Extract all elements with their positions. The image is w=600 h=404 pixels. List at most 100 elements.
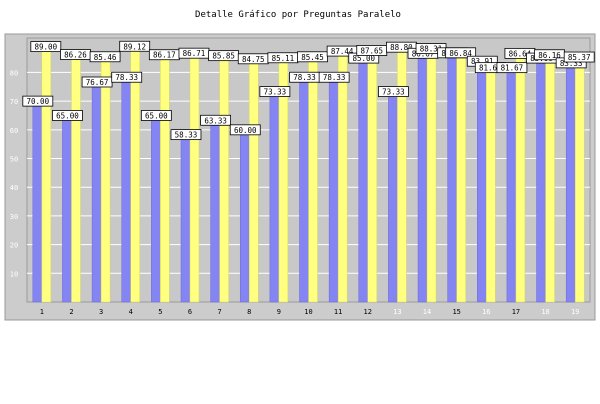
data-label-box: [140, 110, 172, 121]
bar: [160, 54, 170, 303]
bar: [71, 54, 81, 303]
bar: [388, 91, 398, 303]
bar: [269, 91, 280, 303]
data-labels: 70.00 89.00 65.00 86.26 76.67 85.46 78.33 89.12…: [22, 40, 595, 141]
x-tick-label: 3: [99, 308, 103, 316]
data-label-box: [52, 110, 83, 121]
data-label: 73.33: [382, 88, 405, 97]
bar: [121, 76, 131, 303]
y-tick-label: 30: [10, 213, 18, 221]
data-label-box: [200, 114, 232, 126]
bar: [515, 53, 526, 303]
bar: [248, 58, 259, 303]
data-label: 78.33: [323, 73, 346, 82]
data-label-box: [563, 51, 595, 63]
data-label: 58.33: [175, 131, 198, 140]
bar: [477, 60, 487, 303]
bar: [180, 134, 191, 303]
bar: [308, 56, 318, 303]
bar: [328, 76, 339, 303]
data-label: 78.33: [293, 73, 316, 82]
data-label: 89.00: [35, 43, 58, 52]
bar: [100, 56, 111, 303]
data-label-box: [229, 124, 261, 136]
bar: [219, 55, 229, 303]
data-label-box: [377, 86, 409, 97]
chart-title: Detalle Gráfico por Preguntas Paralelo: [195, 10, 401, 20]
data-label: 88.31: [420, 45, 443, 54]
data-label-box: [170, 129, 202, 141]
data-label: 86.16: [538, 51, 561, 60]
bar: [130, 46, 140, 303]
data-label-box: [496, 62, 528, 74]
data-label-box: [89, 51, 121, 63]
data-label: 88.80: [390, 43, 413, 52]
y-tick-label: 20: [10, 242, 18, 250]
bar: [91, 81, 102, 303]
bar: [565, 62, 576, 303]
bar: [536, 57, 546, 303]
data-label: 83.91: [471, 57, 494, 66]
bar: [486, 67, 496, 303]
data-label-box: [22, 95, 54, 107]
data-label: 65.00: [145, 111, 168, 120]
x-tick-label: 18: [541, 308, 549, 316]
y-tick-label: 40: [10, 184, 18, 192]
bar: [41, 46, 52, 303]
y-tick-label: 10: [10, 270, 18, 278]
bar: [397, 46, 407, 303]
x-tick-label: 10: [304, 308, 312, 316]
x-tick-label: 4: [129, 308, 133, 316]
bar: [447, 52, 457, 303]
bar: [337, 50, 348, 303]
data-label: 85.00: [352, 54, 375, 63]
bar: [456, 52, 466, 303]
x-tick-label: 7: [217, 308, 221, 316]
y-axis-ticks: 10 20 30 40 50 60 70 80: [10, 69, 18, 278]
x-tick-label: 13: [393, 308, 401, 316]
bar: [210, 120, 220, 303]
y-tick-label: 60: [10, 127, 18, 135]
bar: [545, 54, 555, 303]
x-axis-ticks: 1 2 3 4 5 6 7 8 9 10 11 12 13 14 15 16 17 18 19: [40, 308, 580, 316]
x-tick-label: 6: [188, 308, 192, 316]
x-tick-label: 11: [334, 308, 342, 316]
bar: [574, 56, 585, 303]
bar: [426, 48, 437, 303]
data-label: 70.00: [27, 97, 50, 106]
x-tick-label: 16: [482, 308, 490, 316]
data-label: 85.85: [212, 52, 235, 61]
data-label: 89.12: [123, 42, 146, 51]
data-label: 76.67: [86, 78, 109, 87]
bar: [417, 53, 428, 303]
data-label: 85.45: [301, 53, 324, 62]
data-label: 65.00: [56, 111, 79, 120]
x-tick-label: 14: [423, 308, 431, 316]
bar: [506, 67, 517, 303]
data-label: 84.75: [242, 55, 265, 64]
bar: [189, 52, 200, 303]
data-label-box: [445, 47, 477, 59]
data-label: 60.00: [234, 126, 257, 135]
x-tick-label: 12: [364, 308, 372, 316]
data-label-box: [297, 51, 328, 63]
data-label-box: [318, 71, 350, 83]
data-label: 86.17: [153, 51, 176, 60]
bars: [32, 45, 585, 303]
data-label: 78.33: [115, 73, 138, 82]
y-tick-label: 70: [10, 98, 18, 106]
bar: [367, 50, 378, 303]
data-label: 86.84: [449, 49, 472, 58]
data-label: 86.64: [509, 49, 532, 58]
data-label-box: [30, 41, 62, 53]
bar: [32, 100, 43, 303]
data-label: 73.33: [264, 88, 287, 97]
x-tick-label: 2: [69, 308, 73, 316]
x-tick-label: 9: [277, 308, 281, 316]
data-label-box: [259, 86, 291, 97]
data-label-box: [119, 40, 151, 52]
bar: [358, 57, 369, 303]
data-label: 87.44: [331, 47, 354, 56]
